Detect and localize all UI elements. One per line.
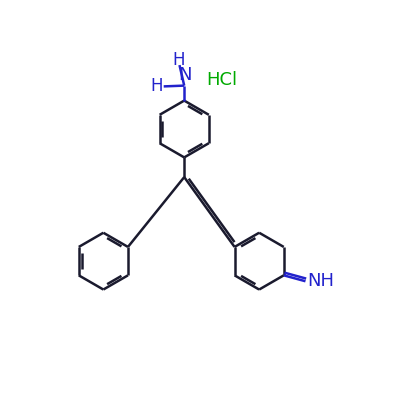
- Text: NH: NH: [308, 272, 334, 290]
- Text: HCl: HCl: [206, 71, 237, 89]
- Text: H: H: [150, 77, 163, 95]
- Text: H: H: [172, 51, 185, 69]
- Text: N: N: [178, 66, 192, 84]
